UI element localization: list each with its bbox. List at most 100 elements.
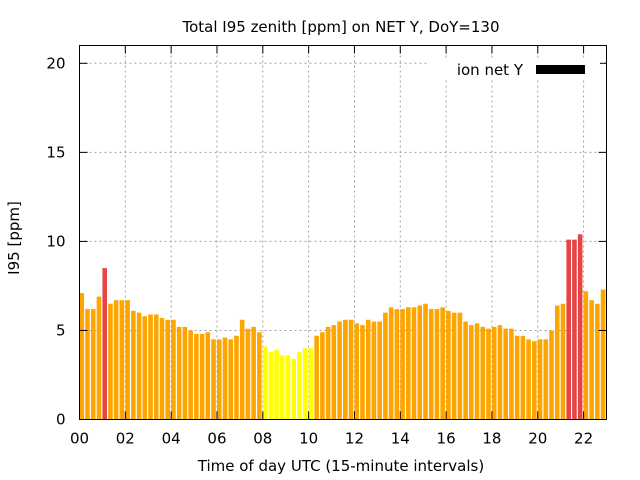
bar — [566, 239, 571, 420]
bar — [79, 293, 85, 420]
y-tick-label: 5 — [56, 321, 66, 339]
bar — [526, 339, 531, 420]
y-axis-ticks: 0 5 10 15 20 — [46, 54, 607, 429]
x-tick-label: 06 — [207, 430, 226, 448]
bar — [176, 326, 182, 420]
bar — [400, 309, 405, 420]
bar — [600, 289, 606, 420]
bar — [153, 314, 159, 420]
y-tick-label: 10 — [46, 232, 65, 250]
bar — [343, 319, 348, 420]
bar — [486, 328, 491, 420]
bar — [360, 325, 365, 420]
x-tick-label: 18 — [482, 430, 501, 448]
x-tick-label: 20 — [528, 430, 547, 448]
x-axis-ticks: 00 02 04 06 08 10 12 14 16 18 20 22 — [70, 45, 593, 448]
legend: ion net Y — [428, 58, 600, 80]
bar — [446, 310, 451, 420]
bar — [136, 312, 142, 420]
bar — [572, 239, 577, 420]
bar — [148, 314, 153, 420]
bar — [388, 307, 394, 420]
bar — [188, 330, 193, 420]
x-tick-label: 10 — [299, 430, 318, 448]
bar — [537, 339, 543, 420]
bar — [142, 316, 148, 420]
bar — [279, 355, 285, 420]
bar — [297, 351, 302, 420]
x-tick-label: 08 — [253, 430, 272, 448]
bar — [171, 319, 176, 420]
bar — [434, 309, 440, 420]
bar — [165, 319, 171, 420]
bar — [491, 326, 497, 420]
bar — [228, 339, 234, 420]
bar — [554, 305, 560, 420]
bar — [257, 332, 262, 420]
bar — [463, 321, 468, 420]
bar — [411, 307, 417, 420]
bar — [394, 309, 400, 420]
bar — [348, 319, 354, 420]
bar — [222, 337, 228, 420]
bar — [354, 323, 360, 420]
bar — [532, 341, 537, 420]
bar — [469, 325, 474, 420]
bar — [325, 326, 331, 420]
bar — [440, 307, 445, 420]
bar — [159, 317, 165, 420]
bar — [428, 309, 434, 420]
y-tick-label: 0 — [56, 411, 66, 429]
bar — [383, 312, 388, 420]
legend-swatch — [536, 65, 585, 74]
bar — [245, 328, 251, 420]
y-tick-label: 15 — [46, 143, 65, 161]
x-tick-label: 12 — [345, 430, 364, 448]
x-tick-label: 04 — [162, 430, 181, 448]
bar — [560, 303, 566, 420]
bar — [182, 326, 188, 420]
bar — [205, 332, 211, 420]
bar — [211, 339, 216, 420]
x-axis-label: Time of day UTC (15-minute intervals) — [197, 457, 484, 475]
x-tick-label: 22 — [574, 430, 593, 448]
y-tick-label: 20 — [46, 54, 65, 72]
bar — [274, 350, 279, 420]
legend-label: ion net Y — [457, 61, 524, 79]
x-tick-label: 00 — [70, 430, 89, 448]
bar — [302, 348, 308, 420]
plot-frame — [79, 45, 607, 420]
bar — [451, 312, 457, 420]
bar — [102, 268, 107, 420]
bar — [308, 348, 314, 420]
y-axis-label: I95 [ppm] — [5, 201, 23, 275]
bar — [595, 303, 600, 420]
bar — [239, 319, 245, 420]
bar — [365, 319, 371, 420]
bar — [337, 321, 342, 420]
bar — [85, 309, 90, 420]
bar — [199, 334, 205, 420]
bar — [423, 303, 428, 420]
bar — [268, 351, 274, 420]
x-tick-label: 16 — [437, 430, 456, 448]
bar — [125, 300, 130, 420]
bar — [480, 326, 486, 420]
bar — [90, 309, 96, 420]
bar — [543, 339, 549, 420]
bar — [285, 355, 291, 420]
bar — [113, 300, 119, 420]
bar — [96, 296, 102, 420]
bar — [377, 321, 382, 420]
bar — [474, 323, 480, 420]
bar — [503, 328, 508, 420]
legend-background — [428, 58, 600, 80]
bar — [234, 335, 239, 420]
bar — [589, 300, 594, 420]
bar — [514, 335, 520, 420]
bar — [417, 305, 423, 420]
bar — [119, 300, 125, 420]
bar — [457, 312, 463, 420]
bar — [320, 332, 325, 420]
